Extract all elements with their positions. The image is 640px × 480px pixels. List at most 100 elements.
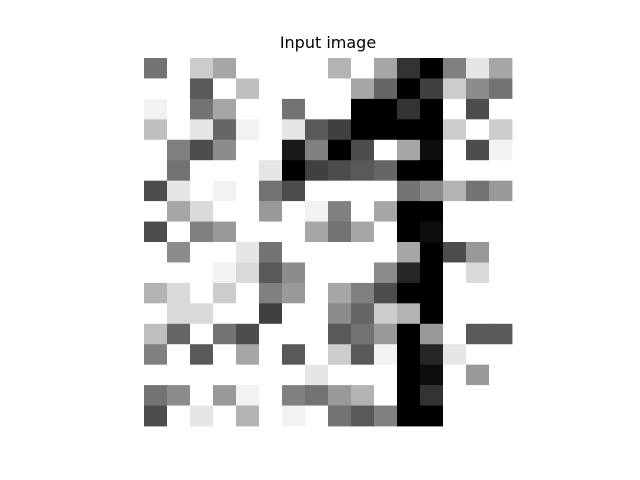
heatmap-cell (282, 58, 306, 79)
heatmap-cell (466, 119, 490, 141)
heatmap-cell (374, 119, 398, 141)
heatmap-cell (397, 282, 421, 304)
heatmap-cell (397, 303, 421, 325)
heatmap-cell (374, 98, 398, 120)
heatmap-cell (213, 119, 237, 141)
heatmap-cell (282, 98, 306, 120)
heatmap-cell (305, 303, 329, 325)
heatmap-cell (213, 282, 237, 304)
heatmap-cell (374, 78, 398, 100)
heatmap-cell (351, 180, 375, 202)
heatmap-cell (466, 160, 490, 182)
heatmap-cell (489, 282, 513, 304)
heatmap-cell (305, 344, 329, 366)
heatmap-cell (328, 98, 352, 120)
heatmap-cell (420, 119, 444, 141)
heatmap-cell (305, 201, 329, 222)
heatmap-cell (397, 364, 421, 386)
heatmap-cell (190, 242, 214, 263)
heatmap-cell (351, 98, 375, 120)
heatmap-cell (443, 364, 467, 386)
heatmap-cell (328, 282, 352, 304)
heatmap-cell (351, 160, 375, 182)
heatmap-cell (259, 160, 283, 182)
heatmap-cell (443, 262, 467, 284)
heatmap-cell (213, 344, 237, 366)
heatmap-cell (420, 160, 444, 182)
heatmap-cell (144, 180, 168, 202)
heatmap-cell (420, 58, 444, 79)
heatmap-cell (466, 364, 490, 386)
heatmap-cell (236, 405, 260, 427)
heatmap-cell (259, 303, 283, 325)
heatmap-cell (305, 385, 329, 406)
heatmap-cell (259, 119, 283, 141)
heatmap-cell (190, 405, 214, 427)
heatmap-cell (305, 119, 329, 141)
heatmap-cell (282, 242, 306, 263)
heatmap-cell (328, 303, 352, 325)
heatmap-cell (236, 323, 260, 345)
heatmap-cell (236, 344, 260, 366)
heatmap-cell (213, 201, 237, 222)
heatmap-cell (213, 303, 237, 325)
heatmap-cell (443, 119, 467, 141)
heatmap-cell (305, 364, 329, 386)
heatmap-cell (213, 364, 237, 386)
heatmap-cell (328, 242, 352, 263)
heatmap-cell (190, 58, 214, 79)
heatmap-cell (167, 385, 191, 406)
heatmap-cell (420, 139, 444, 161)
heatmap-cell (259, 98, 283, 120)
heatmap-cell (167, 160, 191, 182)
heatmap-cell (305, 58, 329, 79)
heatmap-cell (259, 364, 283, 386)
heatmap-cell (420, 385, 444, 406)
heatmap-cell (328, 221, 352, 243)
heatmap-cell (489, 323, 513, 345)
heatmap-cell (167, 262, 191, 284)
heatmap-cell (374, 323, 398, 345)
heatmap-cell (443, 78, 467, 100)
heatmap-cell (190, 364, 214, 386)
heatmap-cell (466, 262, 490, 284)
heatmap-cell (374, 282, 398, 304)
heatmap-cell (144, 98, 168, 120)
heatmap-cell (351, 78, 375, 100)
heatmap-cell (466, 58, 490, 79)
heatmap-cell (236, 98, 260, 120)
heatmap-cell (190, 385, 214, 406)
heatmap-cell (397, 139, 421, 161)
heatmap-cell (190, 201, 214, 222)
heatmap-cell (305, 242, 329, 263)
heatmap-cell (190, 160, 214, 182)
heatmap-cell (489, 364, 513, 386)
heatmap-cell (489, 221, 513, 243)
heatmap-cell (236, 364, 260, 386)
heatmap-cell (167, 119, 191, 141)
heatmap-cell (167, 282, 191, 304)
heatmap-cell (144, 201, 168, 222)
heatmap-cell (374, 262, 398, 284)
heatmap-cell (489, 344, 513, 366)
heatmap-cell (466, 242, 490, 263)
heatmap-cell (397, 78, 421, 100)
heatmap-cell (397, 180, 421, 202)
heatmap-cell (351, 282, 375, 304)
heatmap-cell (167, 242, 191, 263)
heatmap-cell (213, 58, 237, 79)
heatmap-cell (489, 180, 513, 202)
heatmap-cell (489, 58, 513, 79)
heatmap-cell (374, 58, 398, 79)
heatmap-cell (282, 119, 306, 141)
heatmap-cell (167, 364, 191, 386)
heatmap-cell (420, 262, 444, 284)
heatmap-cell (305, 221, 329, 243)
heatmap-cell (259, 201, 283, 222)
heatmap-cell (305, 180, 329, 202)
heatmap-cell (374, 405, 398, 427)
heatmap-cell (167, 303, 191, 325)
heatmap-cell (236, 201, 260, 222)
heatmap-cell (420, 323, 444, 345)
